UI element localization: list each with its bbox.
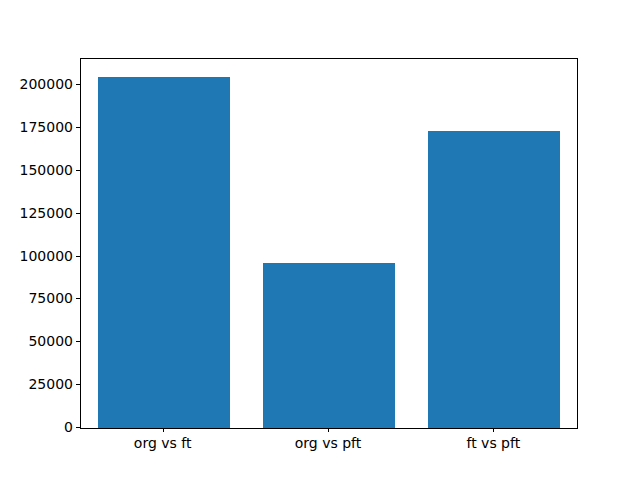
- x-tick-mark: [328, 428, 329, 432]
- y-tick-mark: [76, 213, 80, 214]
- y-tick-mark: [76, 170, 80, 171]
- y-tick-mark: [76, 298, 80, 299]
- bar-chart-figure: 0 25000 50000 75000 100000 125000 150000 175000…: [0, 0, 640, 480]
- y-tick-mark: [76, 84, 80, 85]
- x-tick-label: ft vs pft: [423, 435, 563, 451]
- y-tick-label: 175000: [3, 120, 73, 134]
- y-tick-mark: [76, 127, 80, 128]
- y-tick-label: 75000: [3, 291, 73, 305]
- y-tick-label: 100000: [3, 249, 73, 263]
- y-tick-label: 125000: [3, 206, 73, 220]
- bar-org-vs-ft: [98, 77, 230, 428]
- x-tick-label: org vs ft: [93, 435, 233, 451]
- y-tick-label: 25000: [3, 377, 73, 391]
- y-tick-label: 0: [3, 420, 73, 434]
- plot-area: [80, 58, 578, 429]
- y-tick-mark: [76, 427, 80, 428]
- y-tick-mark: [76, 384, 80, 385]
- bar-ft-vs-pft: [428, 131, 560, 428]
- y-tick-label: 200000: [3, 77, 73, 91]
- x-tick-mark: [493, 428, 494, 432]
- y-tick-mark: [76, 341, 80, 342]
- y-tick-mark: [76, 256, 80, 257]
- y-tick-label: 150000: [3, 163, 73, 177]
- x-tick-mark: [163, 428, 164, 432]
- x-tick-label: org vs pft: [258, 435, 398, 451]
- bar-org-vs-pft: [263, 263, 395, 428]
- y-tick-label: 50000: [3, 334, 73, 348]
